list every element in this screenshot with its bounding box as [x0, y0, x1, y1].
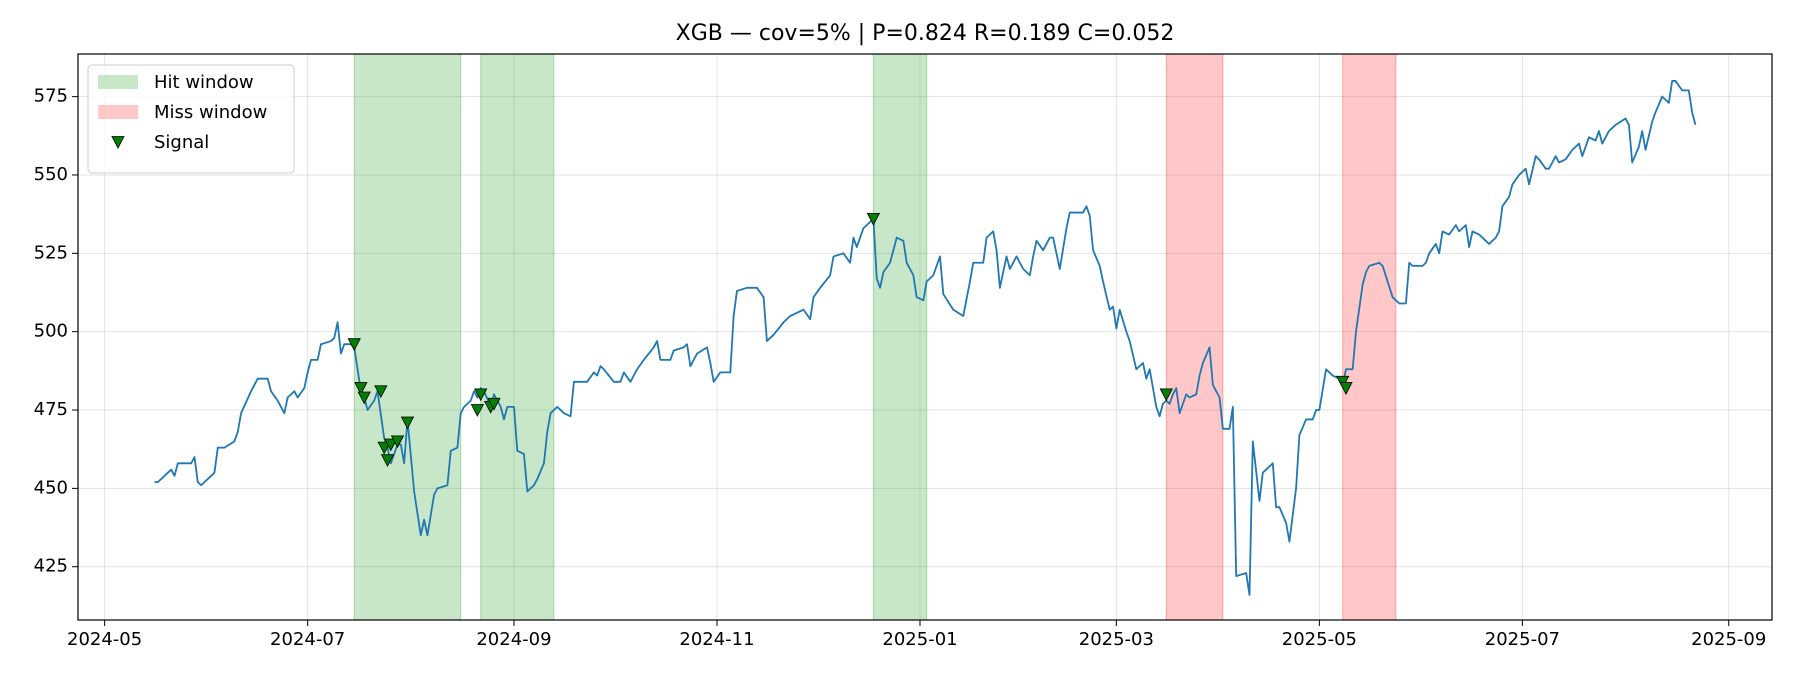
x-tick-label: 2024-05: [67, 629, 142, 650]
y-tick-label: 450: [34, 477, 68, 498]
signal-marker: [374, 385, 388, 399]
window-span: [1165, 53, 1224, 621]
plot-frame: [77, 53, 1773, 621]
legend-label: Miss window: [154, 102, 267, 123]
signal-marker: [377, 441, 391, 455]
signal-marker: [470, 404, 485, 417]
x-tick-label: 2025-09: [1691, 629, 1766, 650]
signal-marker: [357, 391, 371, 405]
signal-marker: [1336, 375, 1350, 389]
y-tick-label: 500: [34, 321, 68, 342]
price-line: [154, 80, 1697, 596]
window-span: [480, 53, 555, 621]
y-tick-label: 550: [34, 164, 68, 185]
signal-marker: [866, 212, 881, 226]
signal-marker: [347, 338, 361, 352]
legend-label: Hit window: [154, 72, 254, 93]
legend-swatch: [98, 105, 138, 119]
signal-marker: [384, 438, 398, 452]
x-tick-label: 2024-09: [476, 629, 551, 650]
y-tick-label: 475: [34, 399, 68, 420]
x-tick-label: 2025-03: [1079, 629, 1154, 650]
x-tick-label: 2025-07: [1485, 629, 1560, 650]
y-tick-label: 525: [34, 242, 68, 263]
signal-marker: [354, 382, 368, 395]
legend-marker: [111, 136, 125, 149]
legend-label: Signal: [154, 132, 209, 153]
signal-marker: [474, 388, 488, 402]
y-tick-label: 575: [34, 86, 68, 107]
legend: Hit window Miss window Signal: [87, 64, 295, 174]
signal-marker: [487, 397, 501, 411]
x-tick-label: 2025-01: [882, 629, 957, 650]
window-span: [1342, 53, 1397, 621]
x-tick-label: 2024-07: [270, 629, 345, 650]
legend-box: [87, 64, 295, 174]
grid: [78, 54, 1772, 620]
lines: [154, 80, 1697, 596]
signal-marker: [400, 416, 415, 430]
signal-marker: [1159, 388, 1173, 402]
y-tick-label: 425: [34, 556, 68, 577]
signal-marker: [380, 454, 395, 468]
chart-title: XGB — cov=5% | P=0.824 R=0.189 C=0.052: [676, 21, 1175, 46]
legend-swatch: [98, 75, 138, 89]
x-tick-label: 2025-05: [1282, 629, 1357, 650]
window-span: [353, 53, 462, 621]
spans: [353, 53, 1397, 621]
window-span: [872, 53, 928, 621]
x-tick-label: 2024-11: [679, 629, 754, 650]
signal-marker: [1339, 382, 1353, 395]
signal-marker: [390, 435, 405, 449]
axes: 425 450 475 500 525 550 575 2024-05 2024-07 2024-…: [34, 53, 1773, 650]
